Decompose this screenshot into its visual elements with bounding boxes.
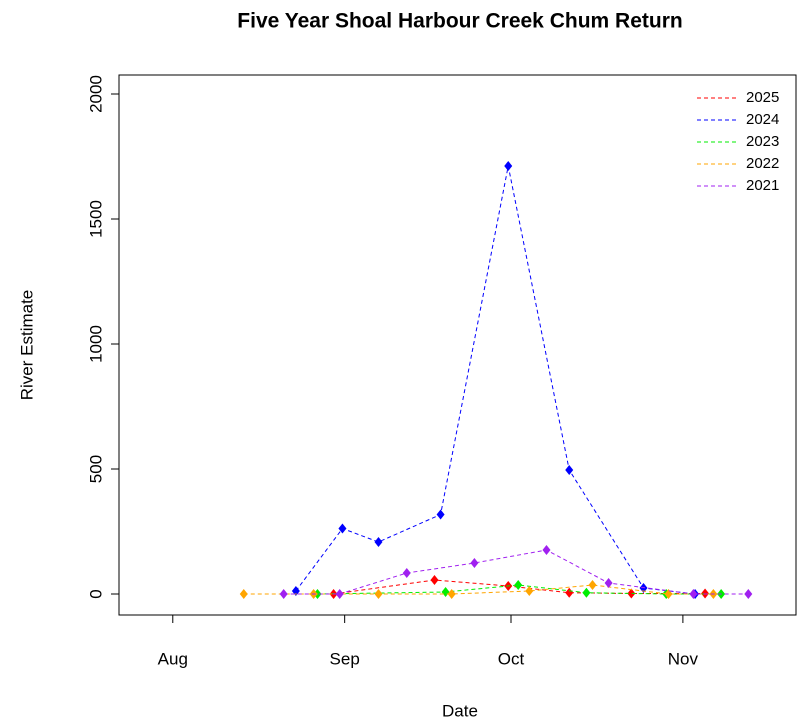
y-axis-label: River Estimate (17, 290, 36, 401)
x-tick-label: Oct (498, 649, 525, 668)
series-line (243, 584, 714, 595)
series-line (295, 165, 696, 595)
legend-label: 2021 (746, 177, 779, 194)
point (436, 509, 445, 520)
series-line (333, 579, 706, 595)
legend-label: 2023 (746, 133, 779, 150)
point (338, 523, 347, 534)
y-tick-label: 0 (86, 589, 105, 598)
x-axis-label: Date (442, 701, 478, 720)
point (441, 587, 450, 597)
point (374, 589, 383, 599)
chart-title: Five Year Shoal Harbour Creek Chum Retur… (237, 10, 682, 33)
point (335, 589, 344, 599)
point (470, 558, 479, 568)
point (514, 580, 523, 590)
series-line (317, 584, 722, 595)
legend-label: 2022 (746, 155, 779, 172)
x-tick-label: Nov (668, 649, 699, 668)
x-tick-label: Aug (158, 649, 188, 668)
point (588, 580, 597, 590)
point (239, 589, 248, 599)
point (525, 586, 534, 596)
point (279, 589, 288, 599)
point (374, 537, 383, 547)
point (430, 575, 439, 585)
point (689, 589, 698, 599)
plot-frame (118, 74, 797, 616)
y-tick-label: 1000 (86, 325, 105, 363)
point (627, 588, 636, 599)
y-tick-label: 1500 (86, 200, 105, 238)
point (402, 568, 411, 578)
point (542, 545, 551, 555)
legend-label: 2024 (746, 111, 779, 128)
point (447, 589, 456, 599)
y-tick-label: 2000 (86, 75, 105, 113)
point (565, 465, 574, 475)
legend-label: 2025 (746, 89, 779, 106)
point (604, 578, 613, 588)
point (582, 587, 591, 598)
x-tick-label: Sep (330, 649, 360, 668)
point (744, 589, 753, 599)
series-line (283, 549, 749, 595)
point (504, 161, 513, 171)
y-tick-label: 500 (86, 455, 105, 483)
point (565, 587, 574, 598)
